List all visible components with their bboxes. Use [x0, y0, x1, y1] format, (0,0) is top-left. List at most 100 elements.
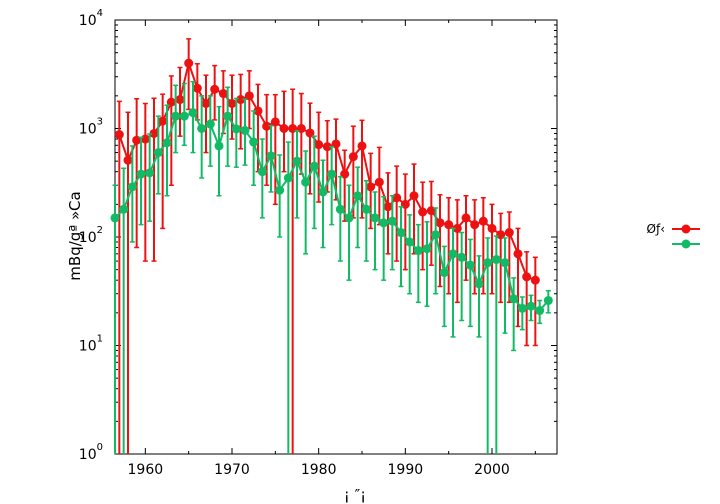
data-point: [522, 272, 532, 282]
y-tick-exponent: 1: [97, 334, 103, 345]
data-point: [496, 230, 506, 240]
data-point: [504, 228, 514, 238]
data-point: [110, 213, 120, 223]
data-point: [383, 202, 393, 212]
data-point: [227, 98, 237, 108]
y-tick-exponent: 0: [97, 442, 103, 453]
series-2-points: [110, 108, 553, 316]
data-point: [275, 185, 285, 195]
data-point: [244, 91, 254, 101]
data-point: [483, 258, 493, 268]
y-tick-base: 10: [79, 13, 97, 29]
data-point: [439, 268, 449, 278]
data-point: [348, 152, 358, 162]
series-1: [114, 38, 540, 454]
legend-swatch-marker: [681, 224, 691, 234]
legend: Øƒ‹: [647, 222, 700, 249]
data-point: [123, 155, 133, 165]
data-point: [171, 111, 181, 121]
data-point: [210, 84, 220, 94]
legend-item-2: [672, 239, 700, 249]
data-point: [535, 306, 545, 316]
data-point: [188, 108, 198, 118]
data-point: [140, 134, 150, 144]
data-point: [396, 228, 406, 238]
data-point: [283, 173, 293, 183]
data-point: [214, 141, 224, 151]
data-point: [435, 218, 445, 228]
data-point: [405, 237, 415, 247]
data-point: [327, 169, 337, 179]
data-point: [253, 106, 263, 116]
data-point: [418, 207, 428, 217]
data-point: [301, 177, 311, 187]
y-tick-exponent: 4: [97, 8, 103, 19]
x-axis-label: ¡ ″¡: [344, 486, 366, 504]
series-2: [110, 80, 553, 454]
data-point: [461, 213, 471, 223]
y-tick-label: 100: [79, 442, 103, 463]
data-point: [413, 246, 423, 256]
data-point: [392, 193, 402, 203]
data-point: [218, 89, 228, 99]
data-point: [318, 187, 328, 197]
data-point: [262, 121, 272, 131]
data-point: [500, 258, 510, 268]
data-point: [509, 294, 519, 304]
x-tick-label: 1960: [128, 462, 164, 478]
data-point: [114, 130, 124, 140]
x-axis: 1960 1970 1980 1990 2000: [128, 20, 536, 478]
data-point: [158, 116, 168, 126]
data-point: [201, 98, 211, 108]
data-point: [266, 151, 276, 161]
data-point: [457, 252, 467, 262]
x-tick-label: 1970: [214, 462, 250, 478]
data-point: [162, 138, 172, 148]
y-tick-exponent: 2: [97, 225, 103, 236]
data-point: [236, 95, 246, 105]
y-axis-label: mBq/gª »Ca: [66, 191, 84, 280]
data-point: [409, 191, 419, 201]
data-point: [448, 249, 458, 259]
y-tick-exponent: 3: [97, 117, 103, 128]
data-point: [192, 83, 202, 93]
data-point: [374, 177, 384, 187]
y-tick-base: 10: [79, 230, 97, 246]
data-point: [240, 125, 250, 135]
data-point: [335, 204, 345, 214]
x-tick-label: 2000: [474, 462, 510, 478]
data-point: [231, 124, 241, 134]
series-layer: [110, 38, 553, 454]
data-point: [153, 148, 163, 158]
x-tick-label: 1990: [388, 462, 424, 478]
data-point: [119, 204, 129, 214]
y-tick-label: 102: [79, 225, 103, 246]
y-tick-label: 103: [79, 117, 103, 138]
data-point: [470, 220, 480, 230]
data-point: [205, 119, 215, 129]
series-1-error-bars: [116, 38, 538, 454]
data-point: [149, 128, 159, 138]
y-tick-base: 10: [79, 447, 97, 463]
data-point: [179, 111, 189, 121]
data-point: [487, 223, 497, 233]
data-point: [175, 95, 185, 105]
data-point: [517, 303, 527, 313]
data-point: [526, 301, 536, 311]
data-point: [444, 220, 454, 230]
legend-label: Øƒ‹: [647, 222, 665, 236]
data-point: [379, 218, 389, 228]
y-tick-label: 101: [79, 334, 103, 355]
data-point: [431, 230, 441, 240]
data-point: [530, 275, 540, 285]
legend-item-1: Øƒ‹: [647, 222, 700, 236]
data-point: [127, 182, 137, 192]
data-point: [465, 260, 475, 270]
data-point: [513, 249, 523, 259]
data-point: [474, 279, 484, 289]
data-point: [223, 111, 233, 121]
x-tick-label: 1980: [301, 462, 337, 478]
data-point: [478, 216, 488, 226]
data-point: [166, 97, 176, 107]
data-point: [344, 213, 354, 223]
